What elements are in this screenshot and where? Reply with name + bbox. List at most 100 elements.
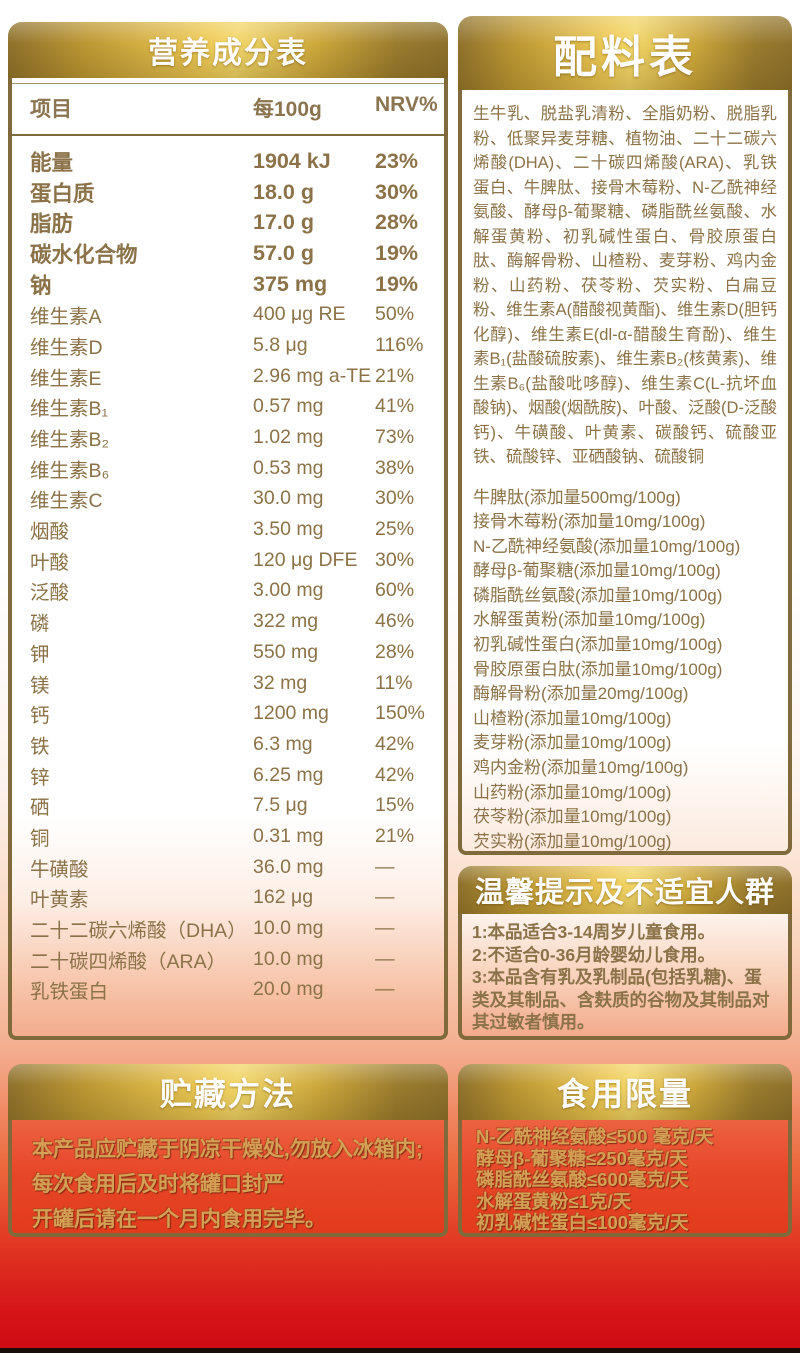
nutrition-row-value: 0.57 mg — [253, 395, 324, 418]
warm-tip-line: 3:本品含有乳及乳制品(包括乳糖)、蛋类及其制品、含麸质的谷物及其制品对其过敏者… — [472, 967, 770, 1032]
additive-amount-list: 牛脾肽(添加量500mg/100g) 接骨木莓粉(添加量10mg/100g) N-乙… — [473, 486, 777, 852]
nutrition-row: 维生素E 2.96 mg a-TE 21% — [30, 361, 434, 392]
nutrition-row-nrv: 60% — [375, 579, 415, 602]
nutrition-row-name: 叶黄素 — [30, 889, 89, 912]
nutrition-row-name: 钠 — [30, 273, 52, 298]
nutrition-row: 能量 1904 kJ 23% — [30, 146, 434, 177]
nutrition-row: 铜 0.31 mg 21% — [30, 821, 434, 852]
nutrition-row-nrv: — — [375, 947, 395, 970]
nutrition-row-value: 18.0 g — [253, 179, 314, 204]
nutrition-row-value: 10.0 mg — [253, 947, 324, 970]
bottom-black-bar — [0, 1348, 800, 1353]
ingredients-title: 配料表 — [553, 33, 697, 82]
nutrition-row-value: 1904 kJ — [253, 149, 331, 173]
nutrition-row: 叶酸 120 μg DFE 30% — [30, 545, 434, 576]
additive-item: 麦芽粉(添加量10mg/100g) — [473, 733, 672, 753]
warm-tip-line: 2:不适合0-36月龄婴幼儿食用。 — [472, 944, 716, 965]
nutrition-row: 乳铁蛋白 20.0 mg — — [30, 975, 434, 1006]
nutrition-row-nrv: 38% — [375, 456, 415, 479]
nutrition-row-value: 1200 mg — [253, 702, 329, 725]
nutrition-row-value: 322 mg — [253, 610, 319, 633]
nutrition-row-nrv: 21% — [375, 364, 415, 387]
warm-tips-panel: 温馨提示及不适宜人群 1:本品适合3-14周岁儿童食用。 2:不适合0-36月龄婴… — [458, 866, 792, 1040]
nutrition-row: 维生素B₂ 1.02 mg 73% — [30, 422, 434, 453]
nutrition-row-nrv: 30% — [375, 487, 415, 510]
nutrition-row-name: 镁 — [30, 674, 50, 697]
nutrition-row: 钠 375 mg 19% — [30, 269, 434, 300]
consumption-limits-title: 食用限量 — [556, 1076, 693, 1112]
nutrition-row: 维生素D 5.8 μg 116% — [30, 330, 434, 361]
nutrition-row: 二十二碳六烯酸（DHA） 10.0 mg — — [30, 913, 434, 944]
consumption-limit-line: 初乳碱性蛋白≤100毫克/天 — [476, 1212, 689, 1233]
nutrition-row-name: 铁 — [30, 735, 50, 758]
nutrition-row: 维生素C 30.0 mg 30% — [30, 484, 434, 515]
nutrition-row-nrv: 150% — [375, 702, 425, 725]
nutrition-row: 维生素B₆ 0.53 mg 38% — [30, 453, 434, 484]
storage-method-title: 贮藏方法 — [159, 1076, 296, 1112]
nutrition-row-name: 硒 — [30, 797, 50, 820]
nutrition-row: 钙 1200 mg 150% — [30, 698, 434, 729]
nutrition-row-value: 20.0 mg — [253, 978, 324, 1001]
nutrition-row-value: 375 mg — [253, 271, 328, 296]
nutrition-row-name: 二十二碳六烯酸（DHA） — [30, 920, 247, 943]
nutrition-row-nrv: — — [375, 978, 395, 1001]
nutrition-row-nrv: 11% — [375, 671, 413, 694]
nutrition-row: 二十碳四烯酸（ARA） 10.0 mg — — [30, 944, 434, 975]
nutrition-row-value: 400 μg RE — [253, 303, 346, 326]
consumption-limit-line: N-乙酰神经氨酸≤500 毫克/天 — [476, 1126, 714, 1147]
additive-item: 鸡内金粉(添加量10mg/100g) — [473, 758, 689, 778]
nutrition-row-name: 钾 — [30, 643, 50, 666]
nutrition-row-name: 牛磺酸 — [30, 858, 89, 881]
nutrition-row-nrv: — — [375, 917, 395, 940]
nutrition-row: 硒 7.5 μg 15% — [30, 790, 434, 821]
nutrition-row-name: 锌 — [30, 766, 50, 789]
nutrition-row-nrv: 19% — [375, 271, 419, 296]
nutrition-row: 牛磺酸 36.0 mg — — [30, 852, 434, 883]
consumption-limits-banner: 食用限量 — [458, 1064, 792, 1120]
nutrition-row-name: 钙 — [30, 705, 50, 728]
nutrition-row-value: 32 mg — [253, 671, 308, 694]
ingredients-banner: 配料表 — [458, 16, 792, 90]
nutrition-row-value: 0.31 mg — [253, 824, 324, 847]
nutrition-row-value: 3.50 mg — [253, 518, 324, 541]
storage-method-body: 本产品应贮藏于阴凉干燥处,勿放入冰箱内; 每次食用后及时将罐口封严 开罐后请在一个月… — [8, 1120, 448, 1237]
nutrition-row-nrv: 50% — [375, 303, 415, 326]
nutrition-row-value: 0.53 mg — [253, 456, 324, 479]
nutrition-row-value: 3.00 mg — [253, 579, 324, 602]
nutrition-row: 叶黄素 162 μg — — [30, 883, 434, 914]
nutrition-row-name: 脂肪 — [30, 212, 74, 237]
nutrition-row-value: 57.0 g — [253, 241, 314, 266]
nutrition-row-value: 7.5 μg — [253, 794, 308, 817]
nutrition-row-value: 17.0 g — [253, 210, 314, 235]
storage-instruction-line: 开罐后请在一个月内食用完毕。 — [32, 1208, 326, 1231]
nutrition-row-nrv: 42% — [375, 732, 415, 755]
nutrition-row-nrv: 19% — [375, 241, 419, 266]
additive-item: 水解蛋黄粉(添加量10mg/100g) — [473, 610, 706, 630]
nutrition-row-name: 泛酸 — [30, 582, 70, 605]
nutrition-row-name: 维生素B₂ — [30, 429, 110, 452]
additive-item: 山楂粉(添加量10mg/100g) — [473, 708, 672, 728]
nutrition-row-nrv: 21% — [375, 824, 415, 847]
nutrition-row-value: 6.25 mg — [253, 763, 324, 786]
storage-method-panel: 贮藏方法 本产品应贮藏于阴凉干燥处,勿放入冰箱内; 每次食用后及时将罐口封严 开罐后… — [8, 1064, 448, 1237]
additive-item: 山药粉(添加量10mg/100g) — [473, 782, 672, 802]
nutrition-row: 烟酸 3.50 mg 25% — [30, 514, 434, 545]
nutrition-row: 维生素A 400 μg RE 50% — [30, 299, 434, 330]
nutrition-row-name: 乳铁蛋白 — [30, 981, 109, 1004]
additive-item: 骨胶原蛋白肽(添加量10mg/100g) — [473, 659, 723, 679]
nutrition-row-name: 能量 — [30, 151, 74, 175]
consumption-limit-line: 磷脂酰丝氨酸≤600毫克/天 — [476, 1169, 689, 1190]
storage-method-banner: 贮藏方法 — [8, 1064, 448, 1120]
nutrition-row: 泛酸 3.00 mg 60% — [30, 576, 434, 607]
nutrition-facts-banner: 营养成分表 — [8, 22, 448, 78]
nutrition-row-nrv: 41% — [375, 395, 415, 418]
nutrition-row-name: 二十碳四烯酸（ARA） — [30, 950, 227, 973]
nutrition-row-value: 10.0 mg — [253, 917, 324, 940]
nutrition-row-value: 30.0 mg — [253, 487, 324, 510]
nutrition-row-value: 2.96 mg a-TE — [253, 364, 372, 387]
storage-instruction-line: 本产品应贮藏于阴凉干燥处,勿放入冰箱内; — [32, 1138, 423, 1161]
nutrition-row-value: 5.8 μg — [253, 333, 308, 356]
additive-item: 茯苓粉(添加量10mg/100g) — [473, 807, 672, 827]
warm-tips-title: 温馨提示及不适宜人群 — [474, 877, 775, 909]
